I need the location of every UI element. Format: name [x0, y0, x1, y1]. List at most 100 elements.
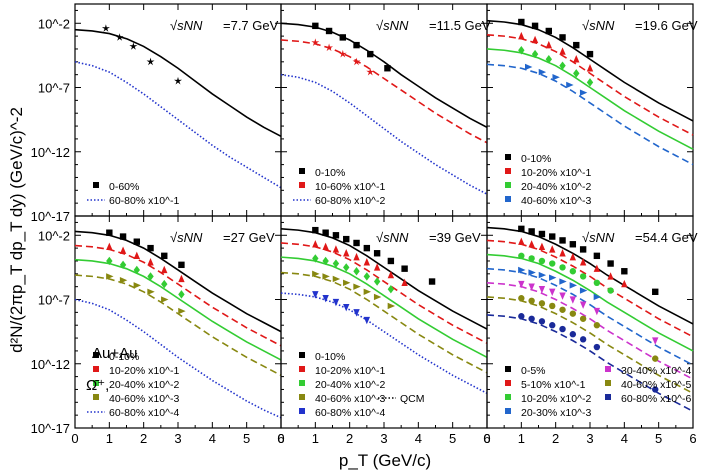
- model-curve-20-40-x10-2: [280, 256, 488, 359]
- data-point-10-20-x10-1: [178, 274, 185, 283]
- data-point-0-5: [538, 230, 546, 238]
- data-point-20-30-x10-3: [518, 266, 526, 274]
- data-point-10-20-x10-1: [559, 47, 566, 55]
- panel-54-4-gev: √sNN =54.4 GeV 0-5% 5-10% x10^-1 10-20% x10^…: [486, 215, 698, 429]
- data-point-20-40-x10-2: [161, 279, 168, 289]
- legend-label: 60-80% x10^-4: [109, 407, 179, 419]
- legend-label: 60-80% x10^-4: [315, 407, 385, 419]
- x-tick-label: 0: [71, 431, 78, 446]
- panel-11-5-gev: √sNN =11.5 GeV 0-10% 10-60% x10^-1 60-80% x1…: [280, 3, 491, 217]
- x-tick-label: 5: [243, 431, 250, 446]
- system-label: Au+Au: [92, 345, 137, 362]
- data-point-10-20-x10-2: [528, 255, 535, 262]
- data-point-0-10: [322, 229, 329, 236]
- model-curve-20-40-x10-2: [486, 48, 694, 150]
- legend-swatch: [505, 408, 511, 414]
- data-point-40-60-x10-5: [528, 297, 535, 304]
- y-tick-label: 10^-12: [31, 357, 70, 372]
- data-point-0-10: [147, 244, 154, 252]
- sqrt-snn-symbol: √sNN: [376, 230, 409, 245]
- data-point-10-20-x10-2: [569, 268, 577, 275]
- x-tick-label: 4: [209, 431, 216, 446]
- legend-label: 40-60% x10^-3: [521, 195, 591, 207]
- data-point-40-60-x10-5: [549, 302, 556, 310]
- data-point-10-20-x10-1: [147, 258, 154, 266]
- legend-label: 5-10% x10^-1: [521, 379, 586, 391]
- sqrt-snn-symbol: √sNN: [376, 18, 409, 33]
- data-point-60-80-x10-4: [363, 316, 371, 325]
- data-point-0-10: [353, 239, 360, 247]
- data-point-10-20-x10-2: [607, 287, 614, 294]
- data-point-30-40-x10-4: [559, 292, 566, 300]
- legend-label: 20-40% x10^-2: [109, 379, 179, 391]
- y-tick-label: 10^-2: [38, 16, 70, 31]
- data-point-60-80-x10-6: [518, 313, 525, 320]
- data-point-20-30-x10-3: [528, 269, 536, 276]
- data-point-10-20-x10-1: [573, 55, 580, 63]
- legend-swatch: [299, 168, 305, 174]
- data-point-30-40-x10-4: [652, 337, 659, 345]
- data-point-0-5: [579, 246, 587, 253]
- data-point-10-20-x10-1: [353, 252, 360, 261]
- legend-label: 10-60% x10^-1: [315, 181, 385, 193]
- data-point-40-60-x10-3: [161, 296, 169, 303]
- data-point-10-20-x10-1: [373, 263, 381, 271]
- y-tick-label: 10^-2: [38, 228, 70, 243]
- legend-label: 20-40% x10^-2: [521, 181, 591, 193]
- data-point-5-10-x10-1: [528, 240, 535, 248]
- legend-swatch: [93, 182, 99, 188]
- data-point-20-40-x10-2: [322, 256, 329, 266]
- legend-label: 60-80% x10^-2: [315, 195, 385, 207]
- legend-swatch: [505, 366, 511, 372]
- data-point-40-60-x10-3: [525, 63, 533, 71]
- data-point-30-40-x10-4: [579, 301, 587, 309]
- x-tick-label: 6: [277, 431, 284, 446]
- sqrt-snn-symbol: √sNN: [170, 230, 203, 245]
- legend-label: 0-10%: [315, 351, 345, 363]
- legend-swatch: [299, 394, 305, 400]
- data-point-20-40-x10-2: [573, 69, 580, 78]
- data-point-40-60-x10-5: [569, 310, 577, 317]
- legend-label: 0-10%: [315, 167, 345, 179]
- legend-label: 60-80% x10^-6: [621, 393, 691, 405]
- x-tick-label: 4: [621, 431, 628, 446]
- x-tick-label: 3: [380, 431, 387, 446]
- data-point-0-5: [559, 237, 566, 244]
- x-tick-label: 3: [586, 431, 593, 446]
- data-point-0-10: [428, 278, 436, 285]
- x-tick-label: 2: [346, 431, 353, 446]
- data-point-40-60-x10-3: [387, 302, 396, 310]
- legend-label: 20-40% x10^-2: [315, 379, 385, 391]
- data-point-0-10: [518, 18, 525, 26]
- legend-swatch: [605, 366, 611, 372]
- data-point-20-30-x10-3: [549, 274, 557, 281]
- legend-swatch: [299, 182, 305, 188]
- data-point-5-10-x10-1: [607, 272, 614, 280]
- data-point-20-40-x10-2: [545, 55, 552, 64]
- data-point-20-40-x10-2: [133, 265, 140, 275]
- data-point-5-10-x10-1: [549, 245, 556, 253]
- data-point-10-20-x10-2: [538, 257, 546, 265]
- x-tick-label: 1: [312, 431, 319, 446]
- data-point-10-20-x10-2: [593, 279, 601, 287]
- legend-swatch: [299, 352, 305, 358]
- data-point-0-10: [573, 41, 580, 49]
- energy-label: =54.4 GeV: [635, 230, 698, 245]
- y-tick-label: 10^-17: [31, 421, 70, 436]
- data-point-40-60-x10-3: [133, 282, 141, 289]
- data-point-40-60-x10-3: [363, 288, 372, 296]
- data-point-10-20-x10-1: [161, 265, 168, 274]
- x-tick-label: 2: [140, 431, 147, 446]
- data-point-60-80-x10-4: [312, 291, 319, 299]
- data-point-0-10: [325, 27, 333, 35]
- legend-label: 20-30% x10^-3: [521, 407, 591, 419]
- data-point-20-40-x10-2: [353, 267, 360, 276]
- data-point-10-20-x10-1: [133, 251, 140, 260]
- data-point-10-20-x10-2: [579, 273, 587, 280]
- data-point-0-5: [518, 225, 525, 233]
- model-curve-0-10: [74, 230, 282, 333]
- data-point-20-30-x10-3: [579, 287, 588, 294]
- sqrt-snn-symbol: √sNN: [170, 18, 203, 33]
- legend-swatch: [93, 394, 99, 400]
